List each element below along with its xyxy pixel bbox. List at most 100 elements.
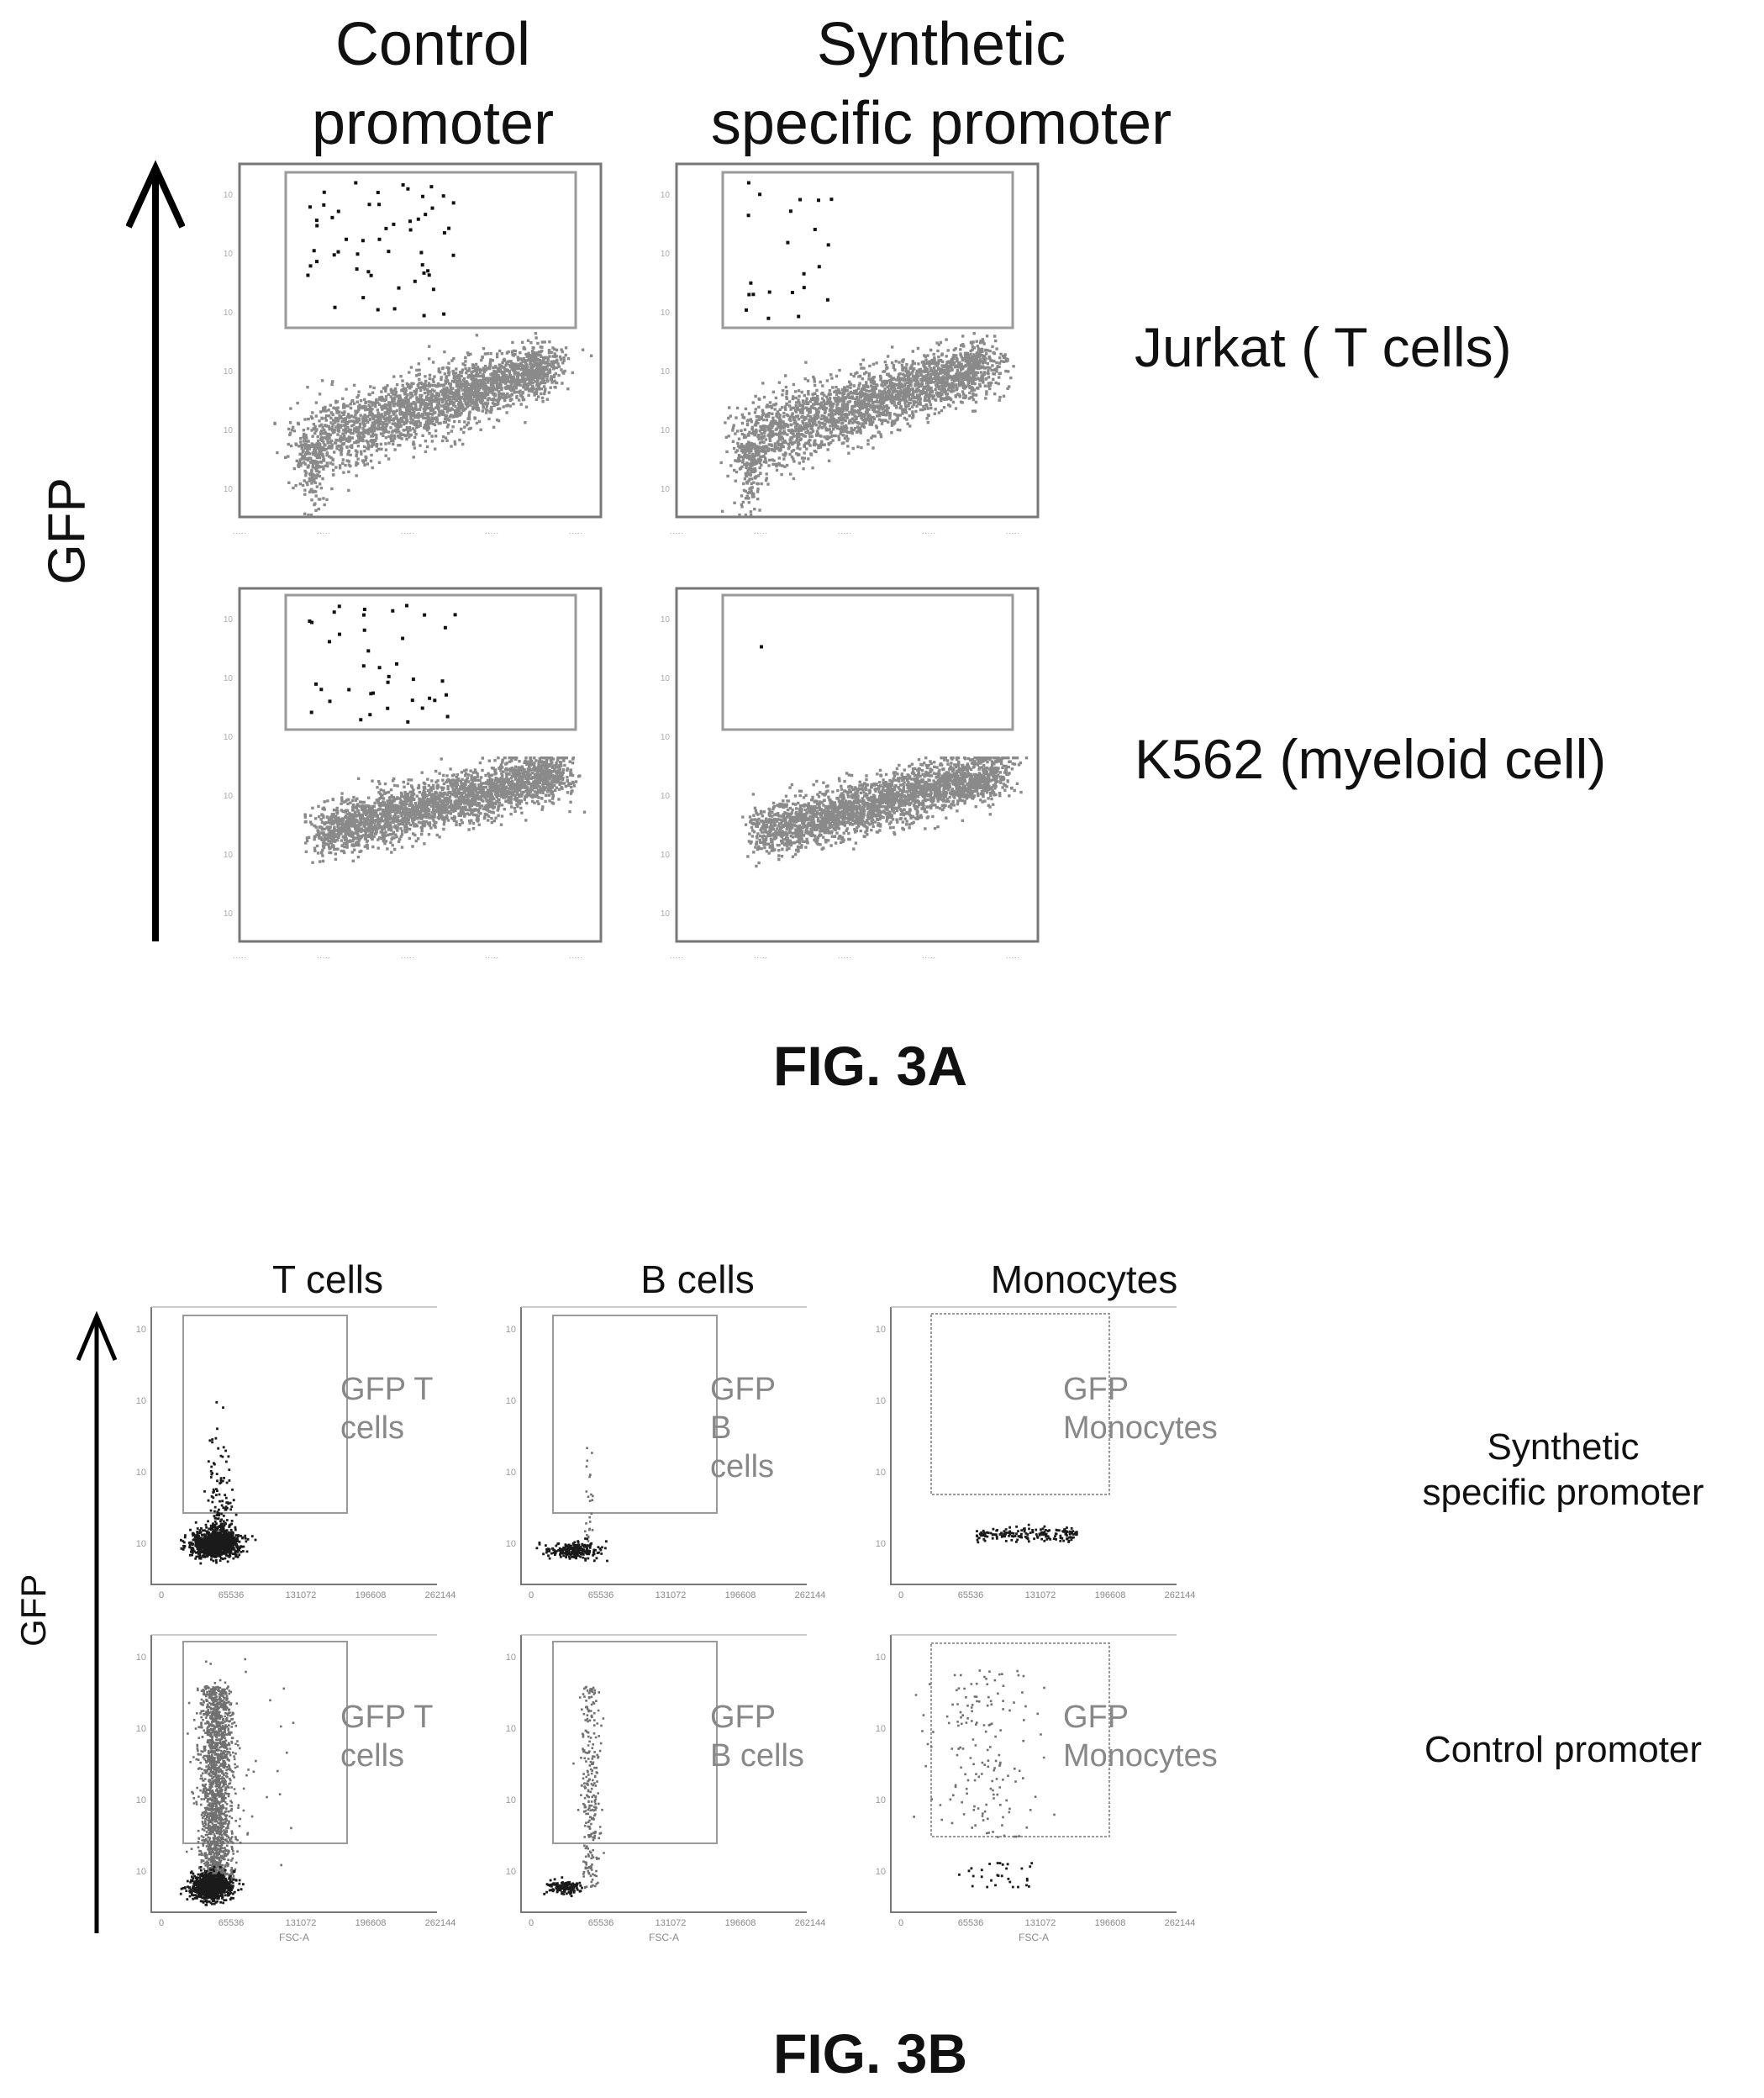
gfp-positive-events xyxy=(572,1685,605,1890)
fig-b-panel-synthetic-t-cells: 10 10 10 10 0 65536 131072 196608 262144 GFP T ce… xyxy=(134,1306,496,1626)
plot-axes xyxy=(150,1307,437,1585)
x-tick-label: 196608 xyxy=(355,1918,387,1928)
gate-label: GFP B cells xyxy=(710,1372,777,1484)
gfp-gate xyxy=(182,1641,348,1844)
x-tick-label: ····· xyxy=(233,953,247,962)
y-tick-label: 10 xyxy=(224,191,234,200)
plot-frame xyxy=(238,587,603,943)
gfp-gate xyxy=(721,171,1014,329)
x-tick-label: ····· xyxy=(754,953,768,962)
x-tick-label: 196608 xyxy=(355,1590,387,1600)
y-tick-label: 10 xyxy=(661,851,671,860)
y-tick-label: 10 xyxy=(876,1724,886,1734)
cell-population xyxy=(719,332,1015,517)
fig-b-column-title-t-cells: T cells xyxy=(271,1257,384,1301)
fig-a-panel-k562-synthetic: 10 10 10 10 10 10 ····· ····· ····· ····· ····· xyxy=(651,587,1072,992)
plot-frame xyxy=(238,162,603,519)
scatter-plot: 10 10 10 10 0 65536 131072 196608 262144 FSC-A xyxy=(506,1634,826,1943)
x-tick-label: ····· xyxy=(233,529,247,538)
x-tick-label: ····· xyxy=(1006,529,1020,538)
gate-label: GFP T cells xyxy=(340,1372,434,1446)
y-tick-label: 10 xyxy=(136,1795,146,1805)
fig-b-column-title-b-cells: B cells xyxy=(640,1257,755,1301)
gfp-positive-events xyxy=(760,645,763,649)
y-tick-label: 10 xyxy=(224,851,234,860)
fig-a-row-label-k562: K562 (myeloid cell) xyxy=(1135,728,1607,790)
y-tick-label: 10 xyxy=(136,1325,146,1335)
y-tick-label: 10 xyxy=(136,1653,146,1663)
y-tick-label: 10 xyxy=(136,1396,146,1406)
x-tick-label: 262144 xyxy=(795,1918,826,1928)
y-tick-label: 10 xyxy=(506,1539,516,1549)
fig-b-gfp-arrow xyxy=(76,1311,118,1933)
y-tick-label: 10 xyxy=(224,674,234,683)
x-tick-label: ····· xyxy=(838,529,852,538)
x-tick-label: 196608 xyxy=(725,1590,756,1600)
x-tick-label: 0 xyxy=(159,1918,164,1928)
x-tick-label: ····· xyxy=(670,953,684,962)
plot-axes xyxy=(150,1635,437,1913)
y-tick-label: 10 xyxy=(224,426,234,435)
y-tick-label: 10 xyxy=(506,1867,516,1877)
cell-population xyxy=(543,1876,583,1898)
y-tick-label: 10 xyxy=(136,1468,146,1478)
x-tick-label: 262144 xyxy=(425,1918,456,1928)
plot-frame xyxy=(675,162,1040,519)
x-tick-label: ····· xyxy=(317,953,331,962)
y-tick-label: 10 xyxy=(506,1468,516,1478)
fig-a-panel-k562-control: 10 10 10 10 10 10 ····· ····· ····· ····· ····· xyxy=(214,587,635,992)
x-tick-label: 65536 xyxy=(588,1590,614,1600)
fig-b-panel-control-b-cells: 10 10 10 10 0 65536 131072 196608 262144 FSC-A GFP… xyxy=(504,1634,866,1954)
scatter-plot: 10 10 10 10 0 65536 131072 196608 262144 FSC-A xyxy=(876,1634,1196,1943)
x-tick-label: 65536 xyxy=(588,1918,614,1928)
x-tick-label: 262144 xyxy=(1165,1918,1196,1928)
y-tick-label: 10 xyxy=(224,615,234,625)
x-tick-label: 0 xyxy=(898,1918,903,1928)
fig-a-y-axis-label: GFP xyxy=(38,477,97,585)
cell-population xyxy=(180,1400,257,1565)
y-tick-label: 10 xyxy=(876,1396,886,1406)
plot-axes xyxy=(520,1635,807,1913)
fig-b-panel-synthetic-monocytes: 10 10 10 10 0 65536 131072 196608 262144 GFP Mono… xyxy=(874,1306,1235,1626)
y-tick-label: 10 xyxy=(876,1325,886,1335)
y-tick-label: 10 xyxy=(224,367,234,377)
fig-a-gfp-arrow xyxy=(126,160,185,941)
y-tick-label: 10 xyxy=(876,1867,886,1877)
y-tick-label: 10 xyxy=(661,485,671,494)
y-tick-label: 10 xyxy=(876,1795,886,1805)
cell-population xyxy=(179,1865,245,1906)
y-tick-label: 10 xyxy=(506,1396,516,1406)
x-tick-label: 131072 xyxy=(656,1918,687,1928)
plot-axes xyxy=(890,1635,1177,1913)
scatter-plot: 10 10 10 10 10 10 ····· ····· ····· ····· ····· xyxy=(224,162,603,538)
fig-b-y-axis-label: GFP xyxy=(13,1574,53,1647)
fig-b-row-label-control: Control promoter xyxy=(1424,1729,1703,1770)
x-tick-label: ····· xyxy=(838,953,852,962)
gfp-gate xyxy=(552,1315,718,1514)
x-tick-label: 196608 xyxy=(1095,1918,1126,1928)
cell-population xyxy=(958,1862,1034,1889)
fig-a-column-title-control: Control promoter xyxy=(311,11,555,157)
x-tick-label: 262144 xyxy=(425,1590,456,1600)
x-tick-label: 196608 xyxy=(725,1918,756,1928)
gate-label: GFP B cells xyxy=(710,1700,804,1774)
y-tick-label: 10 xyxy=(661,733,671,742)
x-tick-label: ····· xyxy=(569,953,583,962)
scatter-plot: 10 10 10 10 10 10 ····· ····· ····· ····· ····· xyxy=(661,162,1040,538)
y-tick-label: 10 xyxy=(661,250,671,259)
fig-a-panel-jurkat-control: 10 10 10 10 10 10 ····· ····· ····· ····· ····· xyxy=(214,162,635,567)
gate-label: GFP T cells xyxy=(340,1700,434,1774)
x-tick-label: ····· xyxy=(317,529,331,538)
x-tick-label: 65536 xyxy=(958,1590,984,1600)
y-tick-label: 10 xyxy=(224,250,234,259)
x-axis-label: FSC-A xyxy=(279,1932,309,1943)
plot-axes xyxy=(890,1307,1177,1585)
fig-b-caption: FIG. 3B xyxy=(773,2022,968,2085)
fig-b-panel-control-monocytes: 10 10 10 10 0 65536 131072 196608 262144 FSC-A GFP… xyxy=(874,1634,1235,1954)
cell-population xyxy=(535,1537,608,1563)
x-tick-label: 65536 xyxy=(219,1590,245,1600)
x-tick-label: 0 xyxy=(529,1590,534,1600)
x-tick-label: 0 xyxy=(529,1918,534,1928)
y-tick-label: 10 xyxy=(136,1539,146,1549)
x-axis-label: FSC-A xyxy=(649,1932,679,1943)
